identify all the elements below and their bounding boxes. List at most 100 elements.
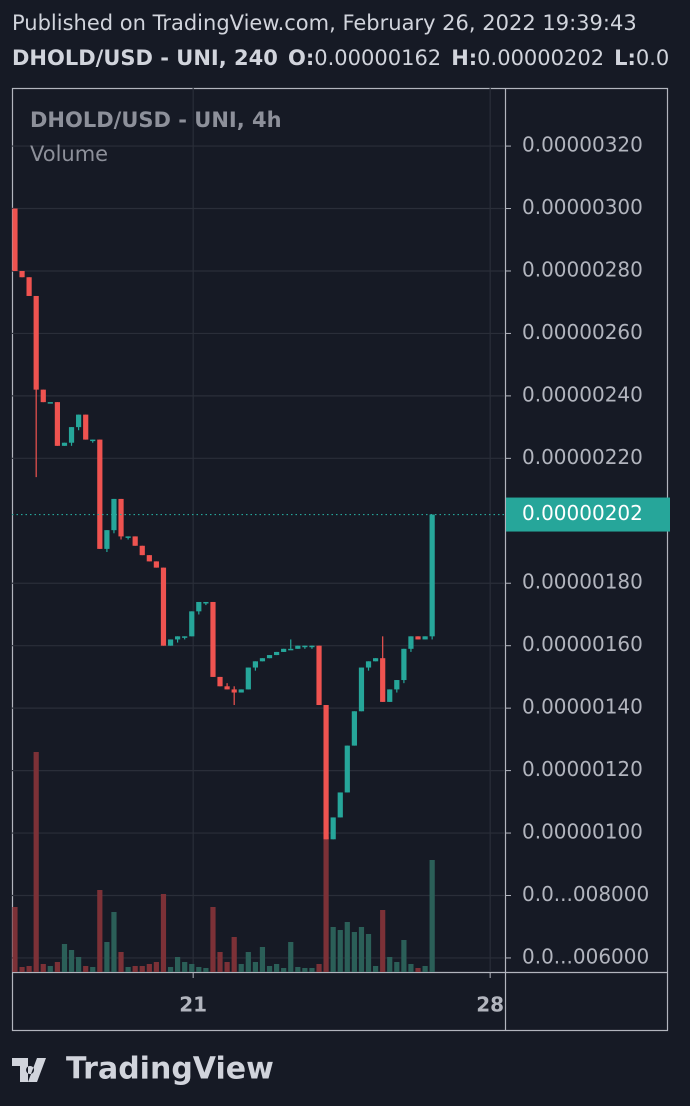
candle-body: [146, 555, 152, 562]
ohlc-value: 0.00000162: [314, 46, 441, 70]
ohlc-key: O:: [288, 46, 314, 70]
volume-bar: [274, 964, 280, 972]
ohlc-key: L:: [614, 46, 636, 70]
volume-bar: [266, 966, 273, 972]
volume-bar: [118, 952, 124, 972]
candle-body: [40, 389, 46, 403]
candle-body: [26, 277, 32, 296]
volume-bar: [132, 966, 138, 972]
volume-bar: [309, 968, 315, 972]
candle-body: [203, 601, 209, 604]
candle-body: [61, 442, 68, 446]
y-tick-label: 0.0...006000: [522, 944, 649, 968]
logo-icon: [12, 1058, 46, 1082]
volume-bar: [76, 957, 82, 972]
x-tick-label: 21: [179, 993, 207, 1017]
candle-body: [97, 439, 103, 549]
y-tick-label: 0.00000320: [522, 133, 643, 157]
candle-body: [372, 658, 379, 662]
volume-bar: [167, 967, 174, 972]
candle-body: [259, 658, 266, 662]
candle-body: [344, 745, 350, 793]
volume-bar: [90, 967, 96, 972]
volume-bar: [344, 922, 350, 972]
volume-bar: [54, 962, 60, 972]
volume-bar: [174, 957, 181, 972]
volume-bar: [160, 894, 167, 972]
y-tick-label: 0.0...008000: [522, 882, 649, 906]
volume-bar: [61, 944, 68, 972]
volume-bar: [83, 966, 89, 972]
grid: [12, 88, 505, 972]
volume-bar: [104, 942, 110, 972]
candle-body: [231, 689, 237, 693]
candle-body: [281, 648, 287, 652]
volume-bar: [422, 966, 428, 972]
volume-bar: [231, 937, 237, 972]
last-price-label: 0.00000202: [522, 501, 643, 525]
candle-body: [245, 667, 251, 690]
y-tick-label: 0.00000160: [522, 632, 643, 656]
y-tick-label: 0.00000140: [522, 695, 643, 719]
candle-body: [288, 648, 294, 651]
brand: TradingView: [66, 1052, 274, 1087]
candle-body: [210, 601, 216, 677]
candle-body: [111, 498, 117, 531]
volume-bar: [19, 967, 25, 972]
symbol-line: DHOLD/USD - UNI, 240: [12, 46, 278, 70]
candle-body: [139, 545, 145, 556]
published-line: Published on TradingView.com, February 2…: [12, 11, 637, 35]
candle-body: [274, 651, 280, 656]
candle-body: [189, 611, 195, 637]
y-tick-label: 0.00000100: [522, 820, 643, 844]
axes: 0.00000320 0.00000300 0.00000280 0.00000260…: [179, 133, 670, 1017]
candle-body: [33, 295, 39, 390]
last-price-box: [506, 497, 670, 532]
volume-bar: [295, 967, 301, 972]
candle-body: [118, 498, 124, 537]
candle-body: [429, 514, 435, 637]
volume-bar: [111, 912, 117, 972]
volume-bar: [401, 940, 407, 972]
volume-bar: [146, 964, 152, 972]
candle-body: [387, 689, 393, 702]
candle-body: [224, 686, 230, 690]
volume-bar: [12, 907, 18, 972]
candle-body: [217, 676, 223, 687]
ohlc-value: 0.00000202: [477, 46, 604, 70]
candle-body: [160, 567, 167, 646]
candle-body: [316, 645, 322, 706]
candle-body: [295, 645, 301, 649]
candle-body: [358, 667, 365, 712]
panel-border: [11, 87, 669, 1032]
volume-bar: [330, 927, 336, 972]
candle-body: [365, 661, 372, 668]
volume-bar: [40, 964, 46, 972]
volume-bar: [224, 962, 230, 972]
volume-bar: [210, 907, 216, 972]
volume-bar: [316, 964, 322, 972]
volume-bar: [47, 966, 53, 972]
volume-bar: [245, 952, 251, 972]
ohlc-value: 0.0: [636, 46, 669, 70]
candle-body: [104, 530, 110, 549]
volume-bar: [189, 964, 195, 972]
volume-bar: [182, 962, 188, 972]
volume-bar: [380, 910, 386, 972]
y-tick-label: 0.00000180: [522, 570, 643, 594]
candle-body: [125, 536, 131, 538]
volume-bar: [351, 932, 357, 972]
candle-body: [401, 648, 407, 681]
ohlc-legend: O: 0.00000162 H: 0.00000202 L: 0.0: [288, 46, 669, 70]
chart-title: DHOLD/USD - UNI, 4h: [30, 108, 282, 132]
volume-bar: [33, 752, 39, 972]
candle-body: [83, 414, 89, 440]
volume-bar: [429, 860, 435, 972]
volume-bar: [125, 967, 131, 972]
volume-bar: [97, 890, 103, 972]
candle-body: [380, 658, 386, 702]
candle-body: [408, 636, 414, 649]
volume-bar: [26, 966, 32, 972]
candle-body: [182, 636, 188, 638]
